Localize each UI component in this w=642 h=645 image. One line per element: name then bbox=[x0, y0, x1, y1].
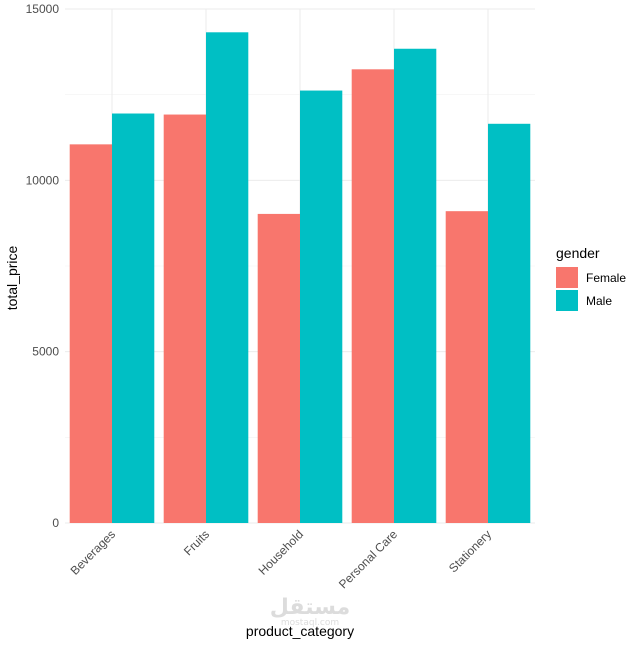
x-tick-label: Fruits bbox=[181, 527, 212, 558]
y-tick-label: 0 bbox=[52, 516, 59, 530]
watermark-text: مستقل bbox=[270, 595, 350, 620]
x-tick-label: Stationery bbox=[446, 527, 494, 575]
x-axis-title: product_category bbox=[246, 623, 354, 639]
legend-items: Female Male bbox=[556, 267, 626, 311]
legend-key-male bbox=[556, 290, 578, 311]
x-tick-label: Personal Care bbox=[336, 527, 400, 591]
y-tick-label: 10000 bbox=[26, 173, 60, 187]
bar-male-fruits bbox=[206, 32, 249, 524]
bar-male-stationery bbox=[488, 123, 531, 523]
y-tick-labels: 0 5000 10000 15000 bbox=[26, 2, 60, 530]
watermark: مستقل mostaql.com bbox=[270, 595, 350, 628]
y-tick-label: 5000 bbox=[32, 345, 59, 359]
x-tick-labels: Beverages Fruits Household Personal Care Sta… bbox=[68, 527, 494, 591]
bar-female-fruits bbox=[163, 114, 206, 524]
bar-female-personal-care bbox=[351, 69, 394, 524]
x-tick-label: Household bbox=[256, 527, 306, 577]
bar-male-personal-care bbox=[394, 48, 437, 524]
watermark-subtext: mostaql.com bbox=[281, 618, 339, 628]
x-tick-label: Beverages bbox=[68, 527, 118, 577]
bar-female-beverages bbox=[69, 144, 112, 523]
y-tick-label: 15000 bbox=[26, 2, 60, 16]
bar-female-stationery bbox=[445, 211, 488, 523]
bar-male-beverages bbox=[112, 113, 155, 523]
legend: gender Female Male bbox=[556, 245, 626, 311]
bars bbox=[69, 32, 531, 524]
legend-label-male: Male bbox=[586, 294, 612, 308]
bar-female-household bbox=[257, 213, 300, 523]
legend-key-female bbox=[556, 267, 578, 288]
bar-male-household bbox=[300, 90, 343, 524]
y-axis-title: total_price bbox=[4, 245, 20, 310]
legend-label-female: Female bbox=[586, 271, 626, 285]
legend-title: gender bbox=[556, 245, 600, 261]
